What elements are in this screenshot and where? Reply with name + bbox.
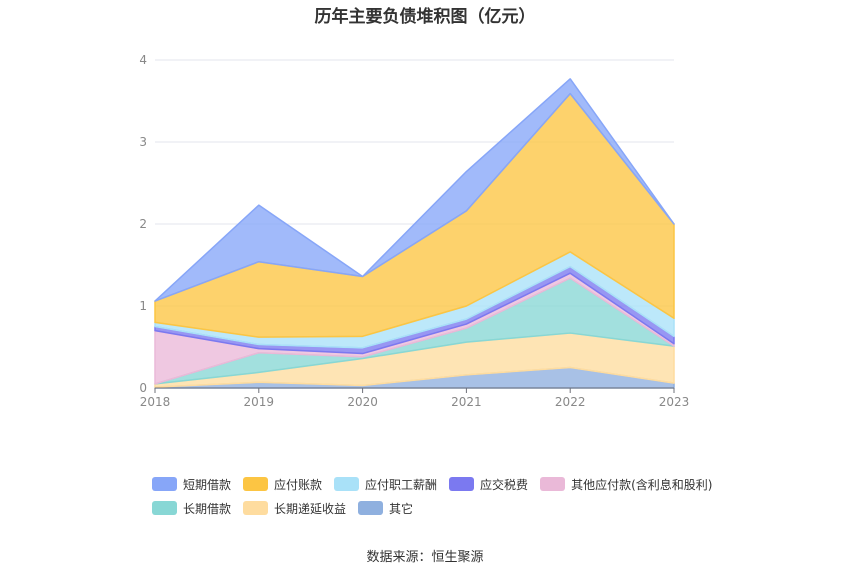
legend-item[interactable]: 应交税费 <box>449 472 528 496</box>
legend-swatch <box>334 477 360 491</box>
y-tick-label: 3 <box>139 135 147 149</box>
legend-swatch <box>152 501 177 515</box>
legend-swatch <box>540 477 566 491</box>
legend-item[interactable]: 长期递延收益 <box>243 496 346 520</box>
legend-label: 其他应付款(含利息和股利) <box>571 477 713 492</box>
x-tick-label: 2018 <box>140 395 171 409</box>
legend-swatch <box>449 477 475 491</box>
legend-swatch <box>358 501 384 515</box>
legend: 短期借款 应付账款 应付职工薪酬 应交税费 其他应付款(含利息和股利) 长期借款 长期递延收… <box>152 472 752 520</box>
legend-row: 长期借款 长期递延收益 其它 <box>152 496 752 520</box>
x-tick-label: 2019 <box>244 395 275 409</box>
y-tick-label: 1 <box>139 299 147 313</box>
chart-title: 历年主要负债堆积图（亿元） <box>314 7 536 27</box>
legend-item[interactable]: 应付账款 <box>243 472 322 496</box>
area-series <box>154 78 675 389</box>
legend-swatch <box>152 477 177 491</box>
data-source: 数据来源：恒生聚源 <box>366 550 484 565</box>
legend-label: 短期借款 <box>183 477 232 492</box>
y-tick-label: 4 <box>139 53 147 67</box>
area-series-7 <box>154 78 675 302</box>
legend-item[interactable]: 长期借款 <box>152 496 231 520</box>
y-tick-label: 0 <box>139 381 147 395</box>
x-tick-label: 2021 <box>451 395 482 409</box>
legend-label: 长期递延收益 <box>274 501 347 516</box>
legend-swatch <box>243 501 269 515</box>
legend-label: 长期借款 <box>183 501 232 516</box>
x-tick-label: 2022 <box>555 395 586 409</box>
legend-label: 应交税费 <box>480 477 529 492</box>
x-tick-label: 2023 <box>659 395 690 409</box>
legend-label: 应付职工薪酬 <box>365 477 438 492</box>
x-tick-label: 2020 <box>347 395 378 409</box>
legend-item[interactable]: 应付职工薪酬 <box>334 472 437 496</box>
legend-label: 其它 <box>389 501 414 516</box>
axes: 0 1 2 3 4 2018 2019 2020 2021 2022 2023 <box>139 53 689 409</box>
legend-item[interactable]: 其它 <box>358 496 413 520</box>
legend-label: 应付账款 <box>274 477 323 492</box>
legend-swatch <box>243 477 269 491</box>
legend-item[interactable]: 短期借款 <box>152 472 231 496</box>
legend-row: 短期借款 应付账款 应付职工薪酬 应交税费 其他应付款(含利息和股利) <box>152 472 752 496</box>
y-tick-label: 2 <box>139 217 147 231</box>
legend-item[interactable]: 其他应付款(含利息和股利) <box>540 472 712 496</box>
